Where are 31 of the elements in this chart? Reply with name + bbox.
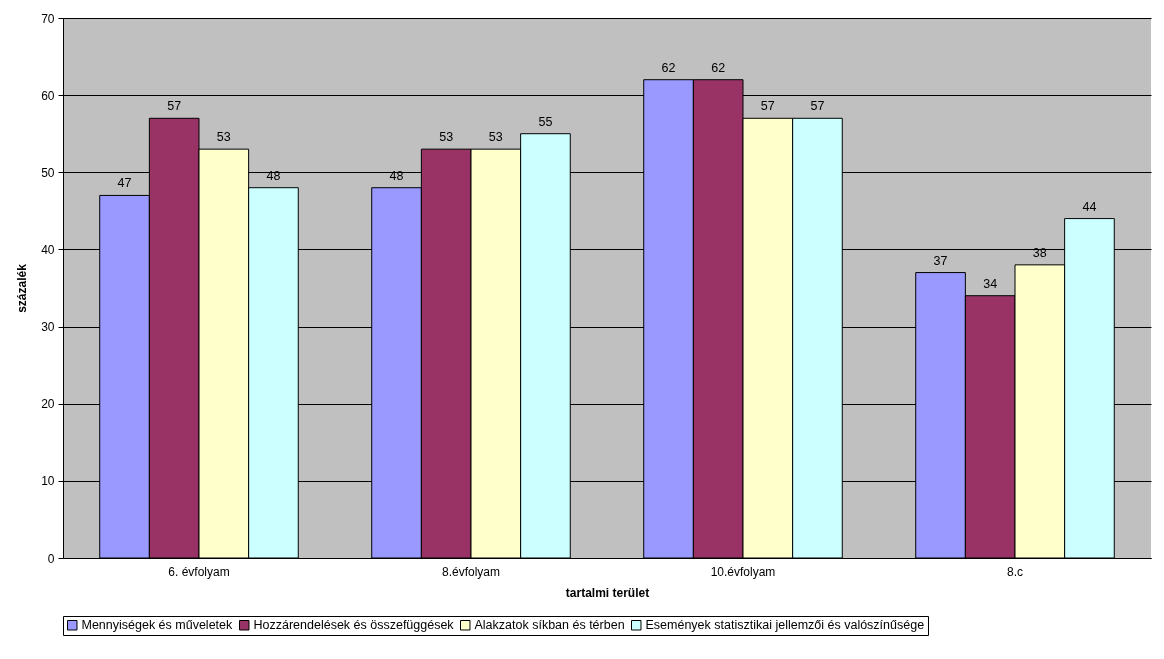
x-tick-label: 10.évfolyam [710, 564, 776, 579]
data-label: 55 [538, 114, 553, 129]
x-tick-label: 8.évfolyam [441, 564, 501, 579]
legend-label: Események statisztikai jellemzői és valószínűsége [645, 618, 925, 633]
y-tick-label: 10 [41, 474, 55, 489]
y-tick-label: 40 [41, 242, 55, 257]
x-tick-label: 6. évfolyam [168, 564, 230, 579]
data-label: 62 [711, 60, 726, 75]
data-label: 47 [117, 176, 132, 191]
x-axis-title: tartalmi terület [565, 585, 650, 600]
y-tick-label: 60 [41, 88, 55, 103]
data-label: 44 [1082, 199, 1097, 214]
y-tick-label: 30 [41, 320, 55, 335]
data-label: 57 [760, 99, 775, 114]
y-axis-title: százalék [15, 263, 30, 313]
x-tick-label: 8.c [1006, 564, 1024, 579]
y-tick-label: 0 [47, 551, 55, 566]
data-label: 37 [933, 253, 948, 268]
y-tick-label: 20 [41, 397, 55, 412]
data-label: 62 [661, 60, 676, 75]
data-label: 53 [216, 130, 231, 145]
data-label: 57 [810, 99, 825, 114]
legend-label: Hozzárendelések és összefüggések [253, 618, 455, 633]
data-label: 34 [983, 276, 998, 291]
legend-label: Mennyiségek és műveletek [81, 618, 234, 633]
legend-label: Alakzatok síkban és térben [474, 618, 625, 633]
y-tick-label: 70 [41, 11, 55, 26]
data-label: 53 [488, 130, 503, 145]
y-tick-label: 50 [41, 165, 55, 180]
data-label: 57 [167, 99, 182, 114]
data-label: 53 [439, 130, 454, 145]
